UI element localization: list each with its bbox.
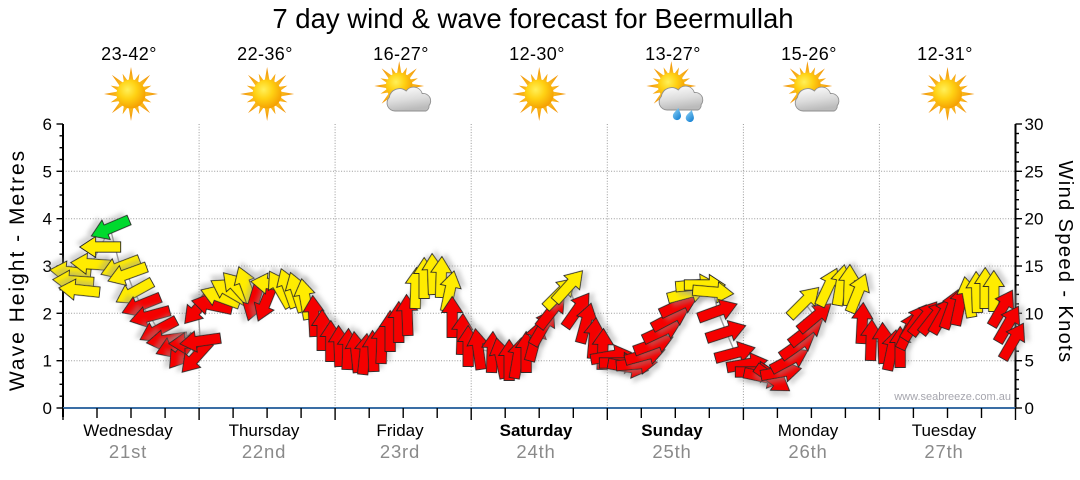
- svg-text:30: 30: [1025, 115, 1044, 134]
- svg-text:12-30°: 12-30°: [509, 44, 565, 64]
- svg-text:22-36°: 22-36°: [237, 44, 293, 64]
- svg-text:3: 3: [43, 257, 52, 276]
- svg-text:16-27°: 16-27°: [373, 44, 429, 64]
- svg-text:Tuesday: Tuesday: [912, 421, 977, 440]
- svg-text:27th: 27th: [924, 441, 963, 462]
- svg-text:1: 1: [43, 352, 52, 371]
- svg-text:23-42°: 23-42°: [101, 44, 157, 64]
- svg-text:www.seabreeze.com.au: www.seabreeze.com.au: [893, 391, 1011, 403]
- svg-text:Monday: Monday: [778, 421, 839, 440]
- svg-text:0: 0: [1025, 399, 1034, 418]
- svg-text:12-31°: 12-31°: [917, 44, 973, 64]
- svg-text:Friday: Friday: [376, 421, 424, 440]
- svg-text:Thursday: Thursday: [229, 421, 300, 440]
- svg-text:26th: 26th: [788, 441, 827, 462]
- svg-text:5: 5: [1025, 352, 1034, 371]
- svg-text:Saturday: Saturday: [500, 421, 573, 440]
- svg-text:20: 20: [1025, 210, 1044, 229]
- svg-text:4: 4: [43, 210, 52, 229]
- svg-text:Wednesday: Wednesday: [83, 421, 173, 440]
- svg-text:10: 10: [1025, 304, 1044, 323]
- svg-text:Sunday: Sunday: [641, 421, 703, 440]
- svg-text:25th: 25th: [652, 441, 691, 462]
- svg-text:24th: 24th: [516, 441, 555, 462]
- svg-text:Wind Speed - Knots: Wind Speed - Knots: [1054, 160, 1076, 363]
- svg-text:7 day wind & wave forecast for: 7 day wind & wave forecast for Beermulla…: [272, 3, 793, 34]
- svg-text:15-26°: 15-26°: [781, 44, 837, 64]
- svg-text:0: 0: [43, 399, 52, 418]
- svg-text:Wave Height - Metres: Wave Height - Metres: [6, 149, 29, 391]
- svg-text:5: 5: [43, 162, 52, 181]
- svg-text:22nd: 22nd: [242, 441, 286, 462]
- svg-text:25: 25: [1025, 162, 1044, 181]
- svg-text:2: 2: [43, 304, 52, 323]
- svg-text:23rd: 23rd: [380, 441, 420, 462]
- svg-text:13-27°: 13-27°: [645, 44, 701, 64]
- svg-text:15: 15: [1025, 257, 1044, 276]
- svg-text:6: 6: [43, 115, 52, 134]
- svg-text:21st: 21st: [109, 441, 147, 462]
